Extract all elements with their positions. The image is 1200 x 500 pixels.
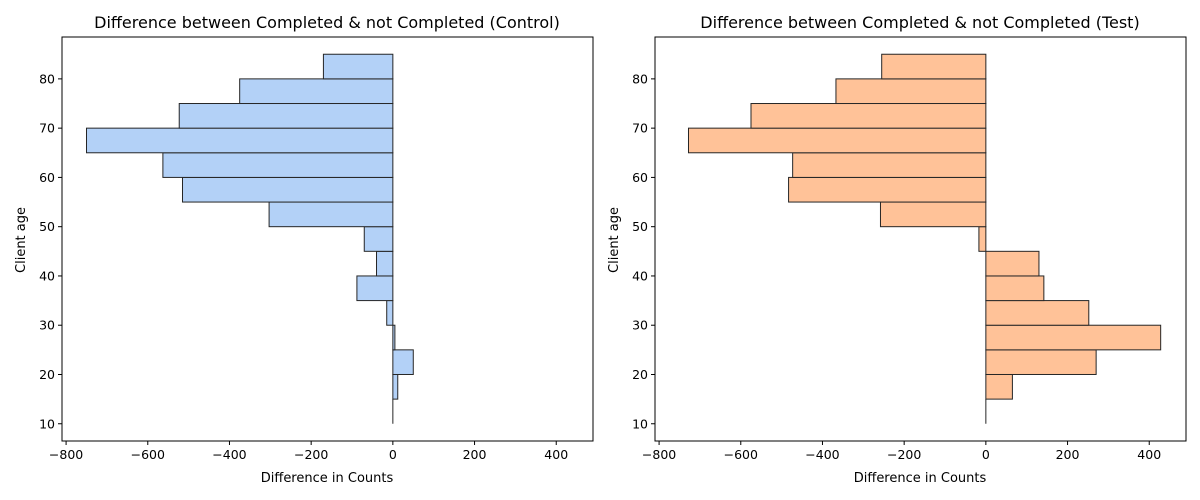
bar <box>376 250 394 277</box>
x-tick-label: 200 <box>463 447 487 462</box>
bar <box>835 78 987 105</box>
x-tick-label: −400 <box>212 447 246 462</box>
chart-title: Difference between Completed & not Compl… <box>700 13 1139 32</box>
bar <box>985 250 1040 277</box>
bar <box>178 103 394 129</box>
x-axis-label: Difference in Counts <box>261 471 394 486</box>
x-tick-label: −800 <box>49 447 83 462</box>
bar <box>879 201 987 228</box>
x-tick-label: −400 <box>805 447 839 462</box>
bar <box>985 349 1097 375</box>
y-tick-label: 70 <box>632 121 648 136</box>
y-tick-label: 70 <box>39 121 55 136</box>
x-tick-label: 400 <box>1137 447 1161 462</box>
bar <box>356 275 394 302</box>
bar <box>985 324 1162 351</box>
bar <box>985 373 1013 400</box>
y-tick-label: 30 <box>632 318 648 333</box>
bar <box>392 324 396 351</box>
y-tick-label: 20 <box>632 367 648 382</box>
bar <box>750 103 987 129</box>
bar <box>392 373 399 400</box>
bar <box>162 152 394 178</box>
x-tick-label: −600 <box>131 447 165 462</box>
bar <box>985 275 1045 302</box>
y-tick-label: 10 <box>39 416 55 431</box>
x-tick-label: 200 <box>1056 447 1080 462</box>
bar <box>386 300 394 326</box>
x-tick-label: 0 <box>389 447 397 462</box>
bar <box>985 300 1090 326</box>
x-tick-label: −200 <box>294 447 328 462</box>
bar <box>239 78 394 105</box>
bar <box>322 53 394 80</box>
bar <box>978 226 987 252</box>
x-tick-label: 400 <box>544 447 568 462</box>
y-tick-label: 50 <box>632 219 648 234</box>
x-tick-label: −600 <box>724 447 758 462</box>
y-tick-label: 40 <box>632 268 648 283</box>
y-axis-label: Client age <box>14 207 29 273</box>
bar <box>687 127 987 154</box>
x-tick-label: 0 <box>982 447 990 462</box>
y-tick-label: 50 <box>39 219 55 234</box>
bar <box>881 53 987 80</box>
y-tick-label: 80 <box>632 71 648 86</box>
y-tick-label: 10 <box>632 416 648 431</box>
bar <box>792 152 987 178</box>
bar <box>181 176 394 203</box>
x-tick-label: −800 <box>642 447 676 462</box>
y-tick-label: 60 <box>39 170 55 185</box>
y-tick-label: 40 <box>39 268 55 283</box>
y-tick-label: 60 <box>632 170 648 185</box>
bars <box>86 53 414 424</box>
bar <box>86 127 394 154</box>
control-panel: Difference between Completed & not Compl… <box>14 13 594 486</box>
bar <box>392 349 414 375</box>
y-axis-label: Client age <box>607 207 622 273</box>
bar <box>268 201 394 228</box>
axes-frame <box>654 36 1187 442</box>
x-tick-label: −200 <box>887 447 921 462</box>
bar <box>788 176 987 203</box>
bars <box>687 53 1162 424</box>
x-axis-label: Difference in Counts <box>854 471 987 486</box>
bar <box>363 226 394 252</box>
y-tick-label: 20 <box>39 367 55 382</box>
chart-title: Difference between Completed & not Compl… <box>94 13 560 32</box>
y-tick-label: 30 <box>39 318 55 333</box>
axes-frame <box>61 36 594 442</box>
y-tick-label: 80 <box>39 71 55 86</box>
test-panel: Difference between Completed & not Compl… <box>607 13 1187 486</box>
